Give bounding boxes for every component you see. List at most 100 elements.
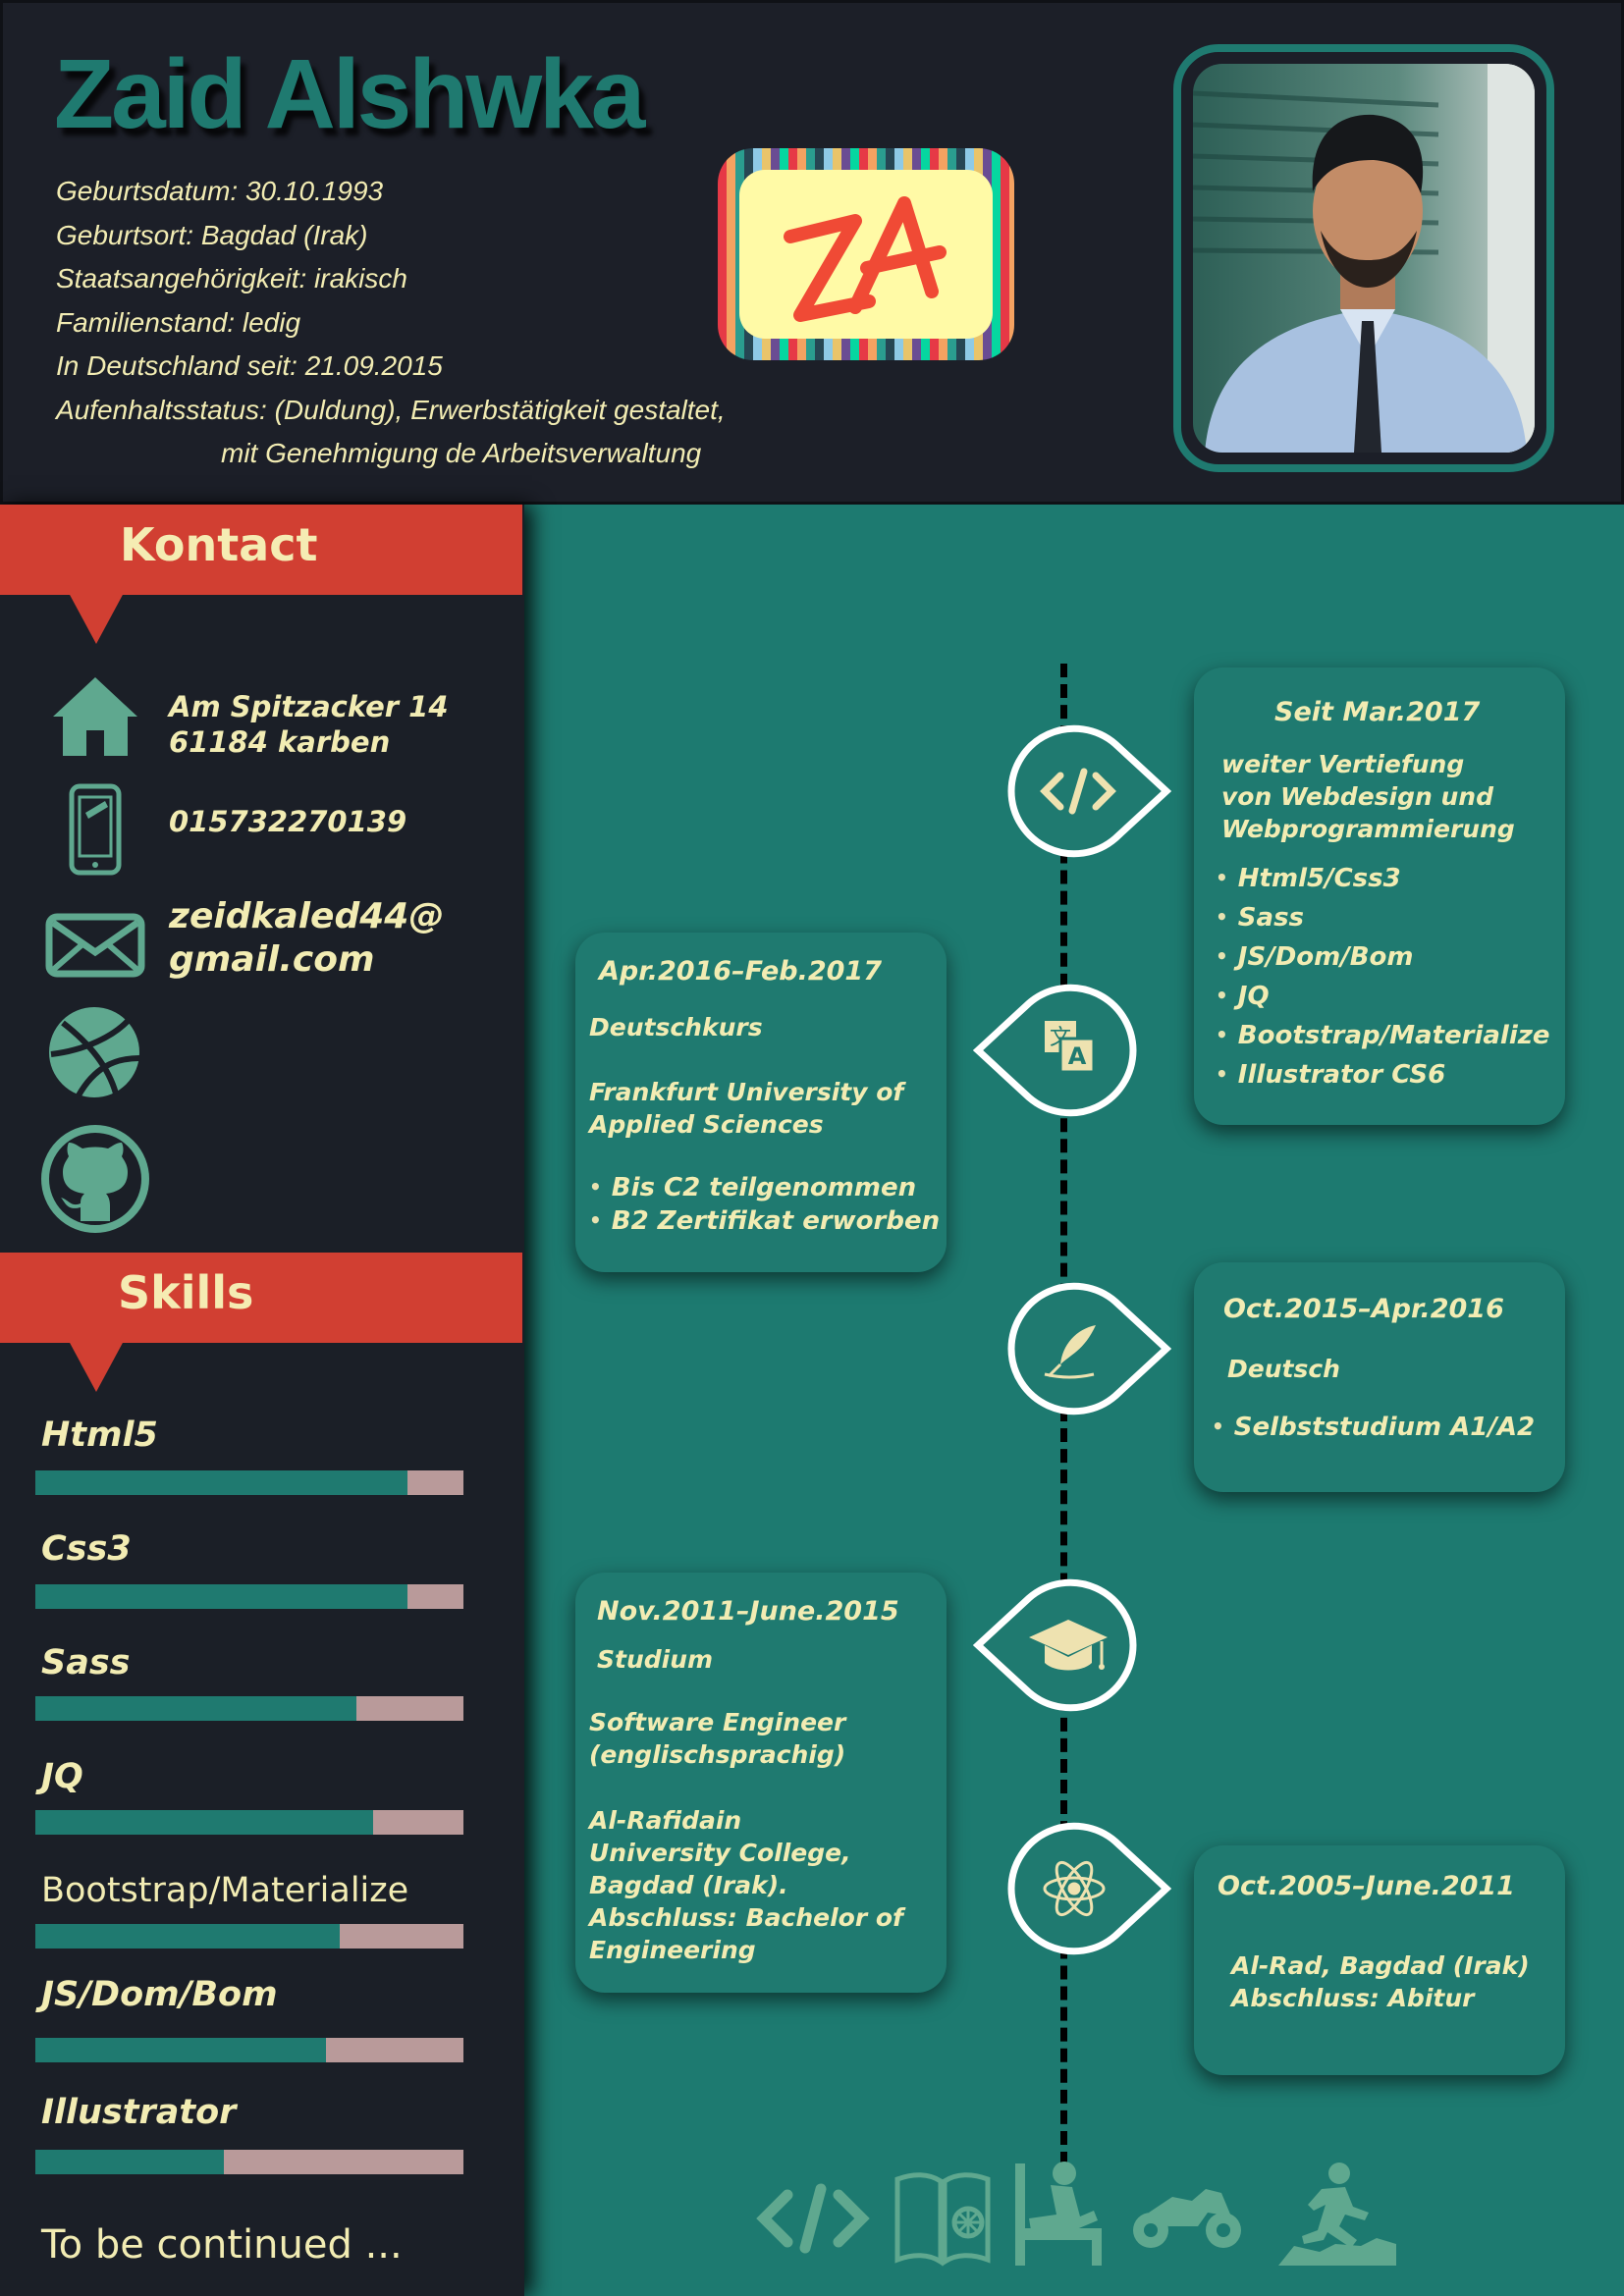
to-be-continued: To be continued ... — [41, 2222, 403, 2268]
birthplace: Geburtsort: Bagdad (Irak) — [56, 219, 368, 250]
skill-label: Css3 — [41, 1529, 132, 1569]
entry-date: Nov.2011–June.2015 — [597, 1596, 899, 1627]
entry-date: Oct.2015–Apr.2016 — [1223, 1294, 1504, 1324]
skills-heading: Skills — [118, 1266, 254, 1319]
entry-bullets: Bis C2 teilgenommen B2 Zertifikat erworb… — [589, 1172, 940, 1239]
entry-text: Webprogrammierung — [1221, 815, 1515, 843]
logo — [718, 148, 1014, 360]
marital-status: Familienstand: ledig — [56, 306, 301, 338]
entry-text: Al-Rafidain — [589, 1806, 742, 1835]
entry-date: Oct.2005–June.2011 — [1218, 1871, 1515, 1901]
skill-bar — [35, 1696, 463, 1721]
entry-text: Applied Sciences — [589, 1110, 824, 1139]
timeline-card: Seit Mar.2017 weiter Vertiefung von Webd… — [1194, 667, 1565, 1125]
book-icon — [894, 2172, 991, 2267]
bullet: JQ — [1216, 978, 1550, 1017]
entry-date: Seit Mar.2017 — [1274, 697, 1481, 727]
timeline-card: Nov.2011–June.2015 Studium Software Engi… — [575, 1573, 947, 1993]
skill-bar — [35, 1924, 463, 1949]
skill-label: Sass — [41, 1643, 131, 1682]
entry-text: Software Engineer — [589, 1708, 846, 1736]
phone-icon — [69, 783, 122, 876]
translate-icon: 文 A — [1045, 1021, 1096, 1074]
phone-number: 015732270139 — [169, 805, 407, 838]
bullet: Bootstrap/Materialize — [1216, 1017, 1550, 1056]
entry-text: University College, — [589, 1839, 851, 1867]
bullet: Html5/Css3 — [1216, 860, 1550, 899]
email: zeidkaled44@ gmail.com — [169, 895, 444, 982]
entry-text: Abschluss: Bachelor of — [589, 1903, 903, 1932]
timeline-pin: 文 A — [972, 984, 1137, 1117]
entry-text: Bagdad (Irak). — [589, 1871, 788, 1899]
entry-text: Abschluss: Abitur — [1231, 1984, 1475, 2012]
personal-info-list: Geburtsdatum: 30.10.1993 Geburtsort: Bag… — [56, 170, 726, 476]
address: Am Spitzacker 14 61184 karben — [169, 689, 449, 760]
contact-heading: Kontact — [120, 518, 318, 571]
timeline-section: Seit Mar.2017 weiter Vertiefung von Webd… — [524, 505, 1624, 2296]
entry-text: von Webdesign und — [1221, 782, 1493, 811]
timeline-pin — [972, 1578, 1137, 1712]
entry-title: Studium — [597, 1645, 714, 1674]
entry-title: Deutsch — [1227, 1355, 1340, 1383]
nationality: Staatsangehörigkeit: irakisch — [56, 263, 407, 294]
skill-bar — [35, 1810, 463, 1835]
bullet: Bis C2 teilgenommen — [589, 1172, 940, 1205]
dribbble-icon[interactable] — [45, 1003, 143, 1101]
address-city: 61184 karben — [169, 725, 391, 759]
mail-icon — [45, 913, 145, 978]
contact-ribbon: Kontact — [0, 505, 522, 644]
skill-label: Html5 — [41, 1415, 158, 1455]
timeline-pin — [1007, 724, 1172, 858]
skill-label: JS/Dom/Bom — [41, 1975, 278, 2014]
name-title: Zaid Alshwka — [54, 39, 645, 149]
skill-bar — [35, 1470, 463, 1495]
email-line1: zeidkaled44@ — [169, 896, 445, 936]
entry-text: Frankfurt University of — [589, 1078, 904, 1106]
bullet: Selbststudium A1/A2 — [1212, 1412, 1535, 1445]
atom-icon — [1043, 1860, 1106, 1917]
entry-text: Al-Rad, Bagdad (Irak) — [1231, 1951, 1530, 1980]
residence-status-continued: mit Genehmigung de Arbeitsverwaltung — [221, 438, 702, 468]
skill-label: Bootstrap/Materialize — [41, 1871, 409, 1910]
svg-text:A: A — [1068, 1042, 1087, 1070]
entry-text: weiter Vertiefung — [1221, 750, 1465, 778]
motorcycle-icon — [1133, 2189, 1241, 2248]
profile-photo — [1173, 44, 1554, 472]
entry-date: Apr.2016–Feb.2017 — [599, 956, 882, 987]
entry-bullets: Selbststudium A1/A2 — [1212, 1412, 1535, 1445]
birthdate: Geburtsdatum: 30.10.1993 — [56, 176, 384, 206]
skill-bar — [35, 2150, 463, 2174]
header: Zaid Alshwka Geburtsdatum: 30.10.1993 Ge… — [0, 0, 1624, 505]
massage-icon — [1015, 2162, 1102, 2266]
graduation-cap-icon — [1029, 1620, 1108, 1671]
sidebar: Kontact Am Spitzacker 14 61184 karben 01… — [0, 505, 524, 2296]
residence-status: Aufenhaltsstatus: (Duldung), Erwerbstäti… — [56, 394, 726, 425]
timeline-card: Oct.2005–June.2011 Al-Rad, Bagdad (Irak)… — [1194, 1845, 1565, 2075]
bullet: Illustrator CS6 — [1216, 1056, 1550, 1095]
home-icon — [53, 677, 137, 756]
entry-bullets: Html5/Css3 Sass JS/Dom/Bom JQ Bootstrap/… — [1216, 860, 1550, 1095]
timeline-card: Oct.2015–Apr.2016 Deutsch Selbststudium … — [1194, 1262, 1565, 1492]
in-germany-since: In Deutschland seit: 21.09.2015 — [56, 350, 443, 381]
skill-label: JQ — [41, 1757, 83, 1796]
entry-text: (englischsprachig) — [589, 1740, 846, 1769]
skill-bar — [35, 2038, 463, 2062]
skill-bar — [35, 1584, 463, 1609]
skill-label: Illustrator — [41, 2093, 237, 2132]
email-line2: gmail.com — [169, 939, 375, 980]
timeline-pin — [1007, 1282, 1172, 1415]
code-icon — [1040, 768, 1116, 815]
running-icon — [1278, 2163, 1396, 2266]
bullet: Sass — [1216, 899, 1550, 938]
quill-icon — [1044, 1325, 1096, 1379]
entry-title: Deutschkurs — [589, 1013, 763, 1041]
skills-ribbon: Skills — [0, 1253, 522, 1392]
timeline-line — [1060, 664, 1067, 2165]
code-icon — [756, 2183, 870, 2254]
entry-text: Engineering — [589, 1936, 756, 1964]
address-street: Am Spitzacker 14 — [169, 690, 449, 723]
github-icon[interactable] — [39, 1123, 151, 1235]
bullet: B2 Zertifikat erworben — [589, 1205, 940, 1239]
timeline-pin — [1007, 1822, 1172, 1955]
bullet: JS/Dom/Bom — [1216, 938, 1550, 978]
